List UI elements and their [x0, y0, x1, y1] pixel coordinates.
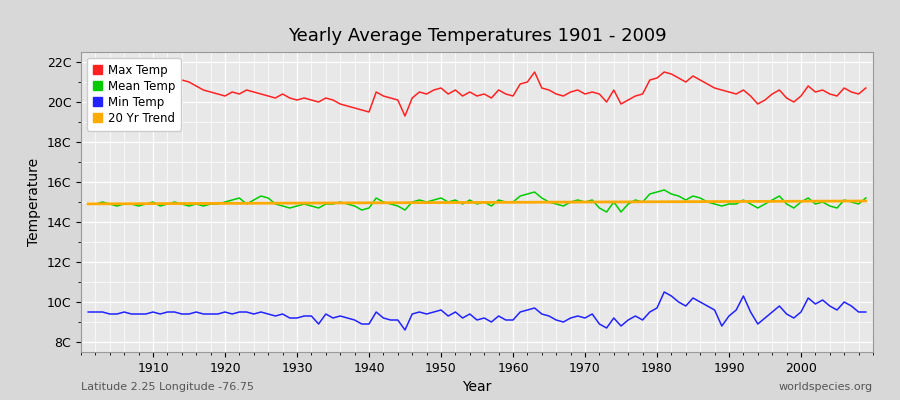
- Legend: Max Temp, Mean Temp, Min Temp, 20 Yr Trend: Max Temp, Mean Temp, Min Temp, 20 Yr Tre…: [87, 58, 182, 130]
- Text: worldspecies.org: worldspecies.org: [778, 382, 873, 392]
- X-axis label: Year: Year: [463, 380, 491, 394]
- Title: Yearly Average Temperatures 1901 - 2009: Yearly Average Temperatures 1901 - 2009: [288, 27, 666, 45]
- Y-axis label: Temperature: Temperature: [27, 158, 41, 246]
- Text: Latitude 2.25 Longitude -76.75: Latitude 2.25 Longitude -76.75: [81, 382, 254, 392]
